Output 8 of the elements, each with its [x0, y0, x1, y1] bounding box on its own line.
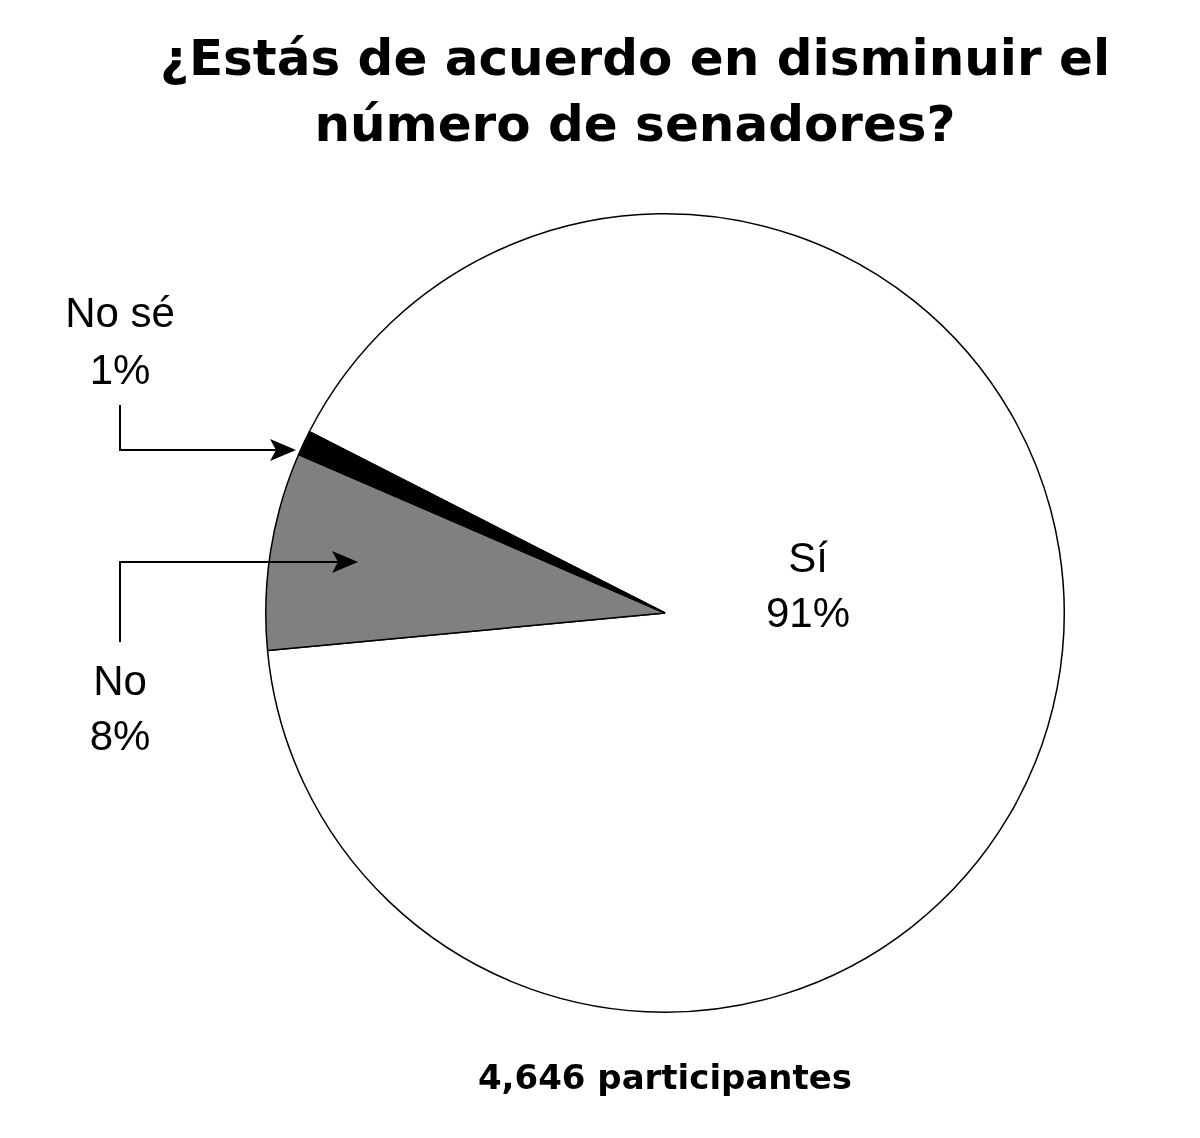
- chart-title: ¿Estás de acuerdo en disminuir el número de senadores?: [159, 28, 1111, 153]
- data-label: 8%: [89, 711, 151, 759]
- data-label: 1%: [89, 345, 151, 393]
- slice-label: Sí: [788, 533, 829, 581]
- slice-label: No: [93, 656, 147, 704]
- slice-label: No sé: [65, 288, 175, 336]
- text: 4,646 participantes: [477, 1056, 853, 1097]
- data-label: 91%: [765, 588, 851, 636]
